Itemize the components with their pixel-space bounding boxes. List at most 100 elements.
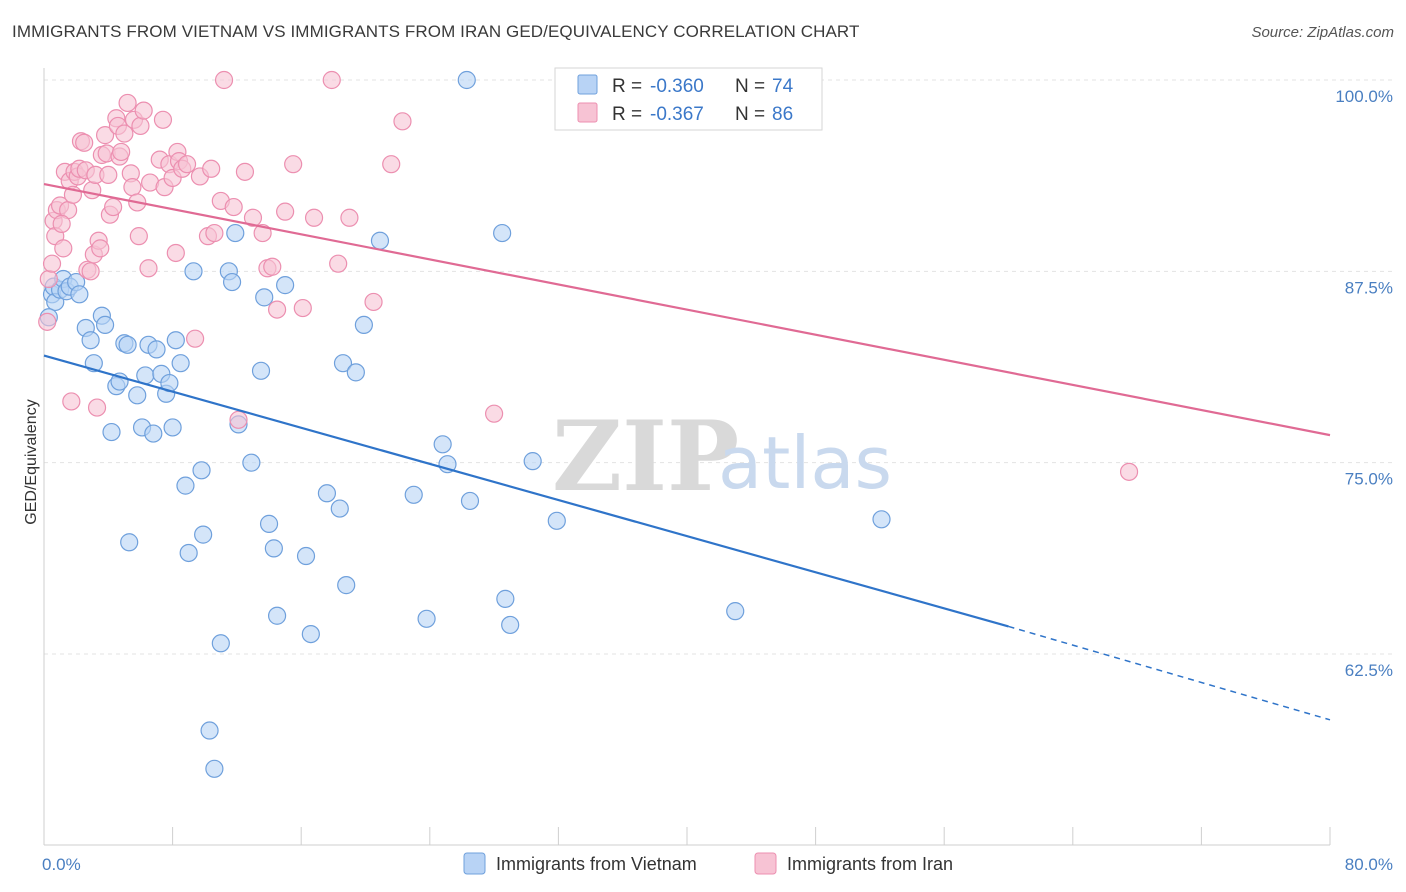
point-vietnam-48 <box>264 539 283 558</box>
point-iran-60 <box>202 159 221 178</box>
point-iran-73 <box>284 155 303 174</box>
point-iran-81 <box>393 112 412 131</box>
point-iran-67 <box>243 208 263 227</box>
point-iran-63 <box>214 70 234 90</box>
point-vietnam-65 <box>460 491 480 511</box>
x-tick-labels: 0.0% 80.0% <box>42 855 1393 874</box>
point-vietnam-71 <box>726 602 745 621</box>
y-tick-labels: 62.5% 75.0% 87.5% 100.0% <box>1335 87 1393 680</box>
y-tick-label-3: 100.0% <box>1335 87 1393 106</box>
point-vietnam-30 <box>166 331 185 350</box>
watermark-zip: ZIP <box>552 400 739 513</box>
point-vietnam-33 <box>179 543 198 563</box>
point-vietnam-8 <box>70 285 89 304</box>
point-vietnam-67 <box>496 589 515 608</box>
point-vietnam-54 <box>330 499 349 518</box>
point-iran-76 <box>322 70 341 90</box>
point-vietnam-59 <box>370 231 390 250</box>
bottom-legend-label-vietnam: Immigrants from Vietnam <box>496 854 697 874</box>
point-iran-85 <box>52 214 71 233</box>
point-vietnam-42 <box>226 223 245 243</box>
legend-box <box>554 67 823 131</box>
point-vietnam-45 <box>251 361 271 380</box>
point-vietnam-44 <box>242 453 261 472</box>
trend-line-iran <box>43 183 1331 437</box>
legend-r-value-vietnam: -0.360 <box>650 76 704 97</box>
point-iran-68 <box>253 223 272 243</box>
point-iran-82 <box>485 404 504 423</box>
point-vietnam-61 <box>417 609 436 628</box>
legend-swatch-iran <box>577 102 598 123</box>
bottom-legend-swatch-iran <box>754 852 777 875</box>
point-vietnam-72 <box>872 510 891 529</box>
legend-n-value-iran: 86 <box>772 104 793 125</box>
point-iran-56 <box>177 155 197 174</box>
y-tick-label-2: 87.5% <box>1345 278 1393 297</box>
axes <box>43 68 1331 846</box>
legend-r-value-iran: -0.367 <box>650 104 704 125</box>
point-vietnam-19 <box>120 533 139 552</box>
point-iran-19 <box>81 262 100 281</box>
point-iran-6 <box>54 239 73 258</box>
legend-n-label-iran: N = <box>735 104 765 125</box>
point-vietnam-36 <box>194 525 213 544</box>
point-vietnam-29 <box>163 418 182 437</box>
point-iran-39 <box>123 178 142 197</box>
point-vietnam-10 <box>81 331 100 350</box>
bottom-legend-swatch-vietnam <box>463 852 486 875</box>
point-iran-23 <box>87 398 107 417</box>
watermark-atlas: atlas <box>718 421 892 505</box>
point-iran-65 <box>229 410 248 429</box>
point-iran-25 <box>91 239 110 258</box>
point-iran-83 <box>38 312 57 331</box>
stats-legend: R = -0.360 N = 74 R = -0.367 N = 86 <box>554 67 823 131</box>
point-vietnam-25 <box>147 340 166 359</box>
point-iran-0 <box>39 269 58 289</box>
point-iran-48 <box>153 110 173 129</box>
y-axis-label: GED/Equivalency <box>23 399 40 524</box>
point-vietnam-37 <box>200 721 219 740</box>
point-vietnam-24 <box>144 424 163 443</box>
point-iran-1 <box>42 254 62 273</box>
point-iran-37 <box>118 93 137 113</box>
chart-title: IMMIGRANTS FROM VIETNAM VS IMMIGRANTS FR… <box>12 22 860 41</box>
point-vietnam-66 <box>493 223 512 243</box>
point-vietnam-38 <box>205 759 224 778</box>
point-vietnam-50 <box>276 276 295 295</box>
point-iran-66 <box>235 162 255 181</box>
point-iran-36 <box>115 124 134 143</box>
legend-n-value-vietnam: 74 <box>772 76 794 97</box>
point-vietnam-35 <box>192 461 211 480</box>
point-iran-70 <box>263 257 282 276</box>
point-iran-44 <box>134 101 153 120</box>
point-iran-29 <box>99 165 118 185</box>
point-vietnam-34 <box>184 262 203 281</box>
point-vietnam-58 <box>354 315 373 335</box>
point-vietnam-47 <box>259 514 279 533</box>
point-vietnam-46 <box>255 288 274 307</box>
trend-line-vietnam-extension <box>1008 625 1331 721</box>
bottom-legend-label-iran: Immigrants from Iran <box>787 854 953 874</box>
point-vietnam-57 <box>346 363 365 382</box>
point-vietnam-60 <box>404 485 423 504</box>
point-iran-74 <box>293 298 312 318</box>
point-iran-57 <box>186 329 205 348</box>
point-vietnam-18 <box>118 335 137 354</box>
legend-r-label-vietnam: R = <box>612 76 642 97</box>
y-tick-label-0: 62.5% <box>1345 661 1393 680</box>
x-tick-label-0: 0.0% <box>42 855 81 874</box>
point-vietnam-31 <box>171 354 190 373</box>
point-iran-43 <box>131 116 150 136</box>
series-legend: Immigrants from Vietnam Immigrants from … <box>463 852 953 875</box>
point-vietnam-70 <box>547 511 566 530</box>
legend-r-label-iran: R = <box>612 104 642 125</box>
point-vietnam-14 <box>102 422 121 442</box>
point-vietnam-49 <box>267 606 287 625</box>
point-vietnam-53 <box>317 484 337 503</box>
point-vietnam-68 <box>501 615 520 635</box>
point-iran-71 <box>267 300 287 319</box>
point-iran-78 <box>340 208 359 227</box>
point-vietnam-41 <box>222 272 242 292</box>
point-iran-64 <box>224 197 243 217</box>
